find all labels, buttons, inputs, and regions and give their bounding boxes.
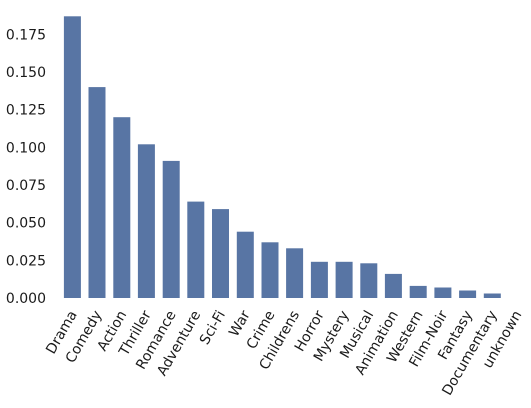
y-tick-label: 0.050 (6, 216, 46, 232)
y-axis-ticks: 0.000 0.025 0.050 0.075 0.100 0.125 0.150 0.175 (6, 27, 46, 307)
y-tick-label: 0.175 (6, 27, 46, 43)
x-axis-ticks: DramaComedyActionThrillerRomanceAdventur… (43, 308, 525, 399)
bar-horror (310, 261, 328, 298)
y-tick-label: 0.125 (6, 103, 46, 119)
y-tick-label: 0.075 (6, 178, 46, 194)
bar-adventure (187, 201, 205, 298)
bar-film-noir (434, 287, 452, 298)
bar-drama (63, 16, 81, 299)
bar-western (409, 285, 427, 298)
bar-animation (384, 273, 402, 298)
bar-action (113, 117, 131, 298)
bars-group (63, 16, 501, 299)
y-tick-label: 0.000 (6, 291, 46, 307)
bar-thriller (137, 144, 155, 298)
bar-romance (162, 160, 180, 298)
y-tick-label: 0.025 (6, 253, 46, 269)
bar-documentary (483, 293, 501, 298)
bar-mystery (335, 261, 353, 298)
x-tick-label: Sci-Fi (197, 308, 229, 348)
bar-crime (261, 242, 279, 298)
bar-sci-fi (212, 209, 229, 298)
bar-war (236, 231, 254, 298)
y-tick-label: 0.100 (6, 140, 46, 156)
bar-musical (360, 263, 378, 298)
bar-comedy (88, 87, 106, 298)
bar-childrens (286, 248, 304, 298)
y-tick-label: 0.150 (6, 65, 46, 81)
bar-fantasy (459, 290, 477, 298)
